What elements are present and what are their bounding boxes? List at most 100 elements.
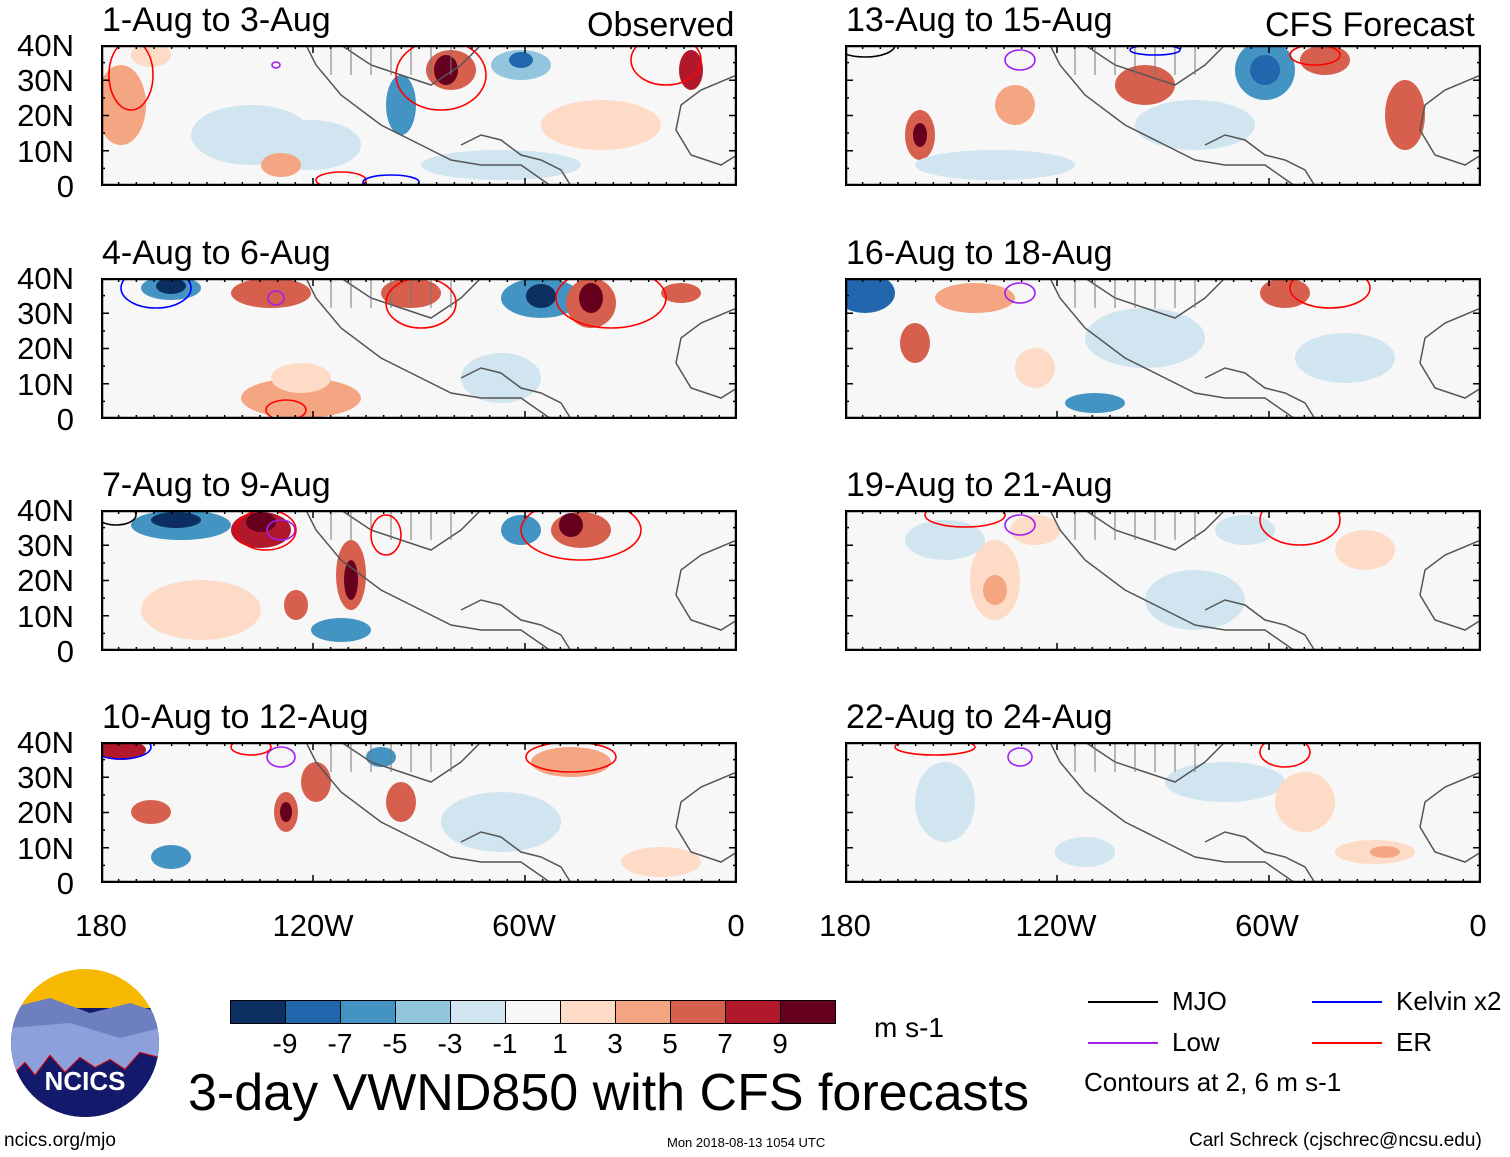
anomaly-region — [915, 762, 975, 842]
colorbar-swatch — [780, 1000, 836, 1024]
map-panel — [101, 742, 737, 883]
anomaly-region — [1165, 762, 1285, 802]
anomaly-region — [156, 278, 186, 294]
wave-contour — [1289, 278, 1371, 309]
panel-title: 22-Aug to 24-Aug — [846, 698, 1113, 736]
legend-line — [1312, 1042, 1382, 1044]
anomaly-region — [101, 742, 146, 760]
colorbar-swatch — [670, 1000, 726, 1024]
anomaly-region — [1145, 570, 1245, 630]
lat-label: 30N — [17, 296, 74, 332]
anomaly-region — [1335, 530, 1395, 570]
anomaly-region — [241, 378, 361, 418]
anomaly-region — [1015, 348, 1055, 388]
anomaly-region — [1115, 65, 1175, 105]
anomaly-region — [845, 278, 895, 313]
website: ncics.org/mjo — [4, 1130, 116, 1151]
lat-label: 20N — [17, 98, 74, 134]
anomaly-region — [284, 590, 308, 620]
anomaly-region — [579, 283, 603, 313]
wave-contour — [266, 519, 296, 541]
wave-contour — [1259, 742, 1311, 768]
coastline — [1049, 278, 1296, 419]
anomaly-region — [271, 363, 331, 393]
wave-contour — [108, 45, 154, 111]
wave-contour — [385, 278, 457, 329]
wave-contour — [525, 742, 617, 773]
colorbar-swatch — [450, 1000, 506, 1024]
anomaly-region — [995, 85, 1035, 125]
colorbar-label: -3 — [437, 1028, 463, 1059]
lat-label: 0 — [56, 633, 74, 669]
lon-label: 0 — [1469, 908, 1487, 943]
anomaly-region — [261, 153, 301, 177]
coastline — [1049, 510, 1296, 651]
lat-label: 30N — [17, 528, 74, 564]
legend-line — [1088, 1001, 1158, 1003]
panel-title: 13-Aug to 15-Aug — [846, 1, 1113, 39]
timestamp: Mon 2018-08-13 1054 UTC — [667, 1135, 826, 1150]
wave-contour — [1007, 747, 1033, 767]
anomaly-region — [679, 50, 703, 90]
lat-label: 20N — [17, 331, 74, 367]
coastline — [305, 45, 552, 186]
wave-contour — [266, 746, 296, 768]
anomaly-region — [311, 618, 371, 642]
anomaly-region — [1010, 515, 1060, 545]
panel-title: 19-Aug to 21-Aug — [846, 466, 1113, 504]
anomaly-region — [913, 123, 927, 147]
wave-contour — [101, 742, 152, 760]
anomaly-region — [559, 513, 583, 537]
wave-contour — [845, 45, 896, 58]
map-panel — [845, 510, 1481, 651]
units-label: m s-1 — [874, 1012, 944, 1043]
lat-label: 0 — [56, 865, 74, 901]
figure-title: 3-day VWND850 with CFS forecasts — [188, 1064, 1029, 1122]
anomaly-region — [246, 512, 276, 532]
legend-label: MJO — [1172, 986, 1227, 1016]
wave-contour — [1129, 45, 1181, 56]
lat-label: 10N — [17, 598, 74, 634]
colorbar-swatch — [725, 1000, 781, 1024]
anomaly-region — [526, 284, 556, 308]
lon-label: 180 — [75, 908, 127, 943]
lon-label: 0 — [727, 908, 745, 943]
map-panel — [845, 278, 1481, 419]
anomaly-region — [131, 800, 171, 824]
colorbar-swatch — [285, 1000, 341, 1024]
lat-label: 30N — [17, 63, 74, 99]
lat-label: 40N — [17, 493, 74, 528]
anomaly-region — [905, 520, 985, 560]
legend-label: ER — [1396, 1027, 1433, 1057]
lat-label: 20N — [17, 563, 74, 599]
colorbar-swatch — [340, 1000, 396, 1024]
logo-text: NCICS — [45, 1066, 126, 1096]
colorbar-label: -1 — [492, 1028, 518, 1059]
anomaly-region — [141, 580, 261, 640]
colorbar-label: 3 — [607, 1028, 623, 1059]
lon-label: 120W — [1015, 908, 1097, 943]
anomaly-region — [531, 747, 611, 777]
anomaly-region — [280, 802, 292, 822]
map-panel — [101, 45, 737, 186]
observed-label: Observed — [587, 6, 735, 44]
author: Carl Schreck (cjschrec@ncsu.edu) — [1189, 1130, 1482, 1151]
wave-contour — [924, 510, 1006, 528]
lat-label: 40N — [17, 261, 74, 296]
forecast-label: CFS Forecast — [1265, 6, 1475, 44]
lon-label: 60W — [1235, 908, 1299, 943]
legend-line — [1088, 1042, 1158, 1044]
map-panel — [845, 742, 1481, 883]
wave-contour — [370, 514, 402, 556]
lat-label: 30N — [17, 760, 74, 796]
wave-contour — [1004, 514, 1036, 536]
contour-note: Contours at 2, 6 m s-1 — [1084, 1067, 1342, 1097]
lon-label: 120W — [272, 908, 354, 943]
map-panel — [101, 278, 737, 419]
wave-contour — [894, 742, 976, 756]
ncics-logo: NCICS — [11, 969, 159, 1117]
anomaly-region — [131, 45, 171, 67]
anomaly-region — [386, 782, 416, 822]
colorbar-label: -9 — [272, 1028, 298, 1059]
